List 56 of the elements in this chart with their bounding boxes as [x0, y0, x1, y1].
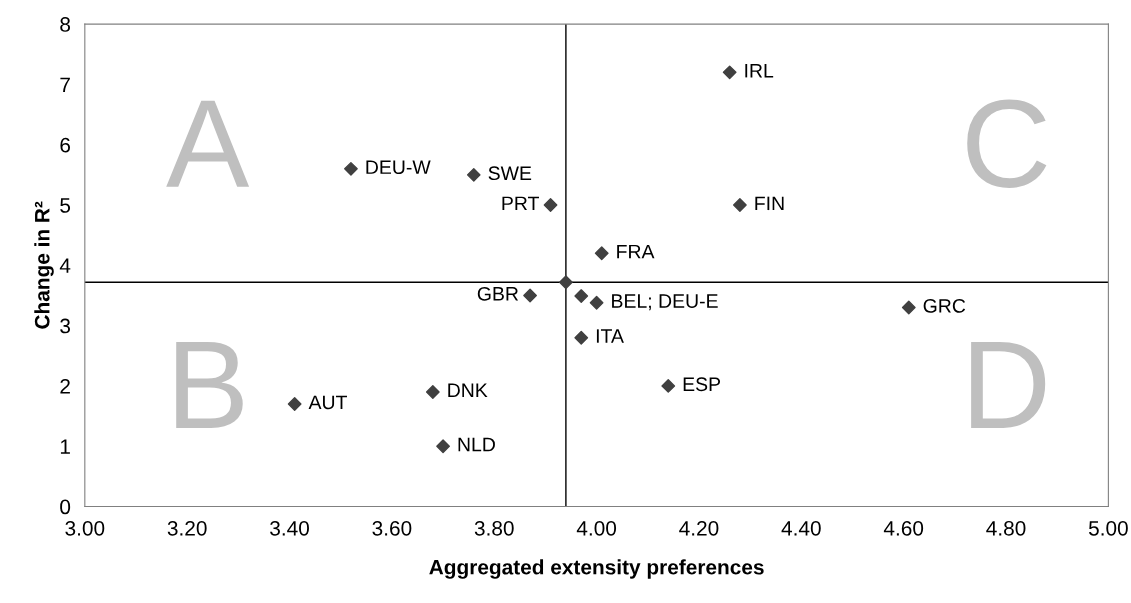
x-axis-title: Aggregated extensity preferences [429, 559, 764, 579]
annotation: AUT [308, 395, 347, 410]
y-tick-label: 0 [60, 499, 71, 515]
point [466, 167, 481, 182]
point [558, 275, 573, 290]
x-tick-label: 5.00 [1088, 520, 1128, 536]
annotation: GRC [923, 298, 966, 313]
x-tick-label: 3.00 [65, 520, 105, 536]
point [722, 65, 737, 80]
point [901, 300, 916, 315]
annotation: D [971, 341, 1046, 428]
annotation: PRT [502, 196, 539, 211]
point [594, 246, 609, 261]
annotation: FRA [617, 244, 655, 259]
y-tick-label: 6 [60, 137, 71, 153]
point [661, 379, 676, 393]
annotation: SWE [488, 166, 532, 181]
point [574, 289, 589, 303]
point [574, 330, 589, 345]
annotation: C [967, 99, 1047, 188]
point [523, 288, 537, 303]
y-axis-title: Change in R² [34, 201, 54, 329]
x-tick-label: 4.60 [883, 520, 924, 536]
x-tick-label: 4.00 [576, 520, 617, 536]
annotation: ESP [683, 377, 721, 392]
x-tick-label: 4.40 [781, 520, 821, 536]
x-tick-label: 3.80 [474, 520, 514, 536]
annotation: B [176, 341, 243, 428]
annotation: DEU-W [366, 160, 431, 175]
x-tick-label: 4.20 [679, 520, 719, 536]
y-tick-label: 2 [60, 378, 70, 394]
point [344, 161, 358, 176]
x-tick-label: 3.20 [167, 520, 207, 536]
annotation: NLD [458, 437, 495, 452]
y-tick-label: 8 [60, 17, 71, 32]
y-tick-label: 3 [60, 318, 71, 334]
point [287, 397, 302, 411]
annotation: GBR [477, 286, 519, 301]
annotation: A [166, 100, 250, 187]
point [543, 198, 558, 212]
point [732, 198, 747, 212]
point [589, 295, 604, 310]
annotation: DNK [448, 383, 488, 397]
y-tick-label: 5 [60, 198, 71, 213]
annotation: IRL [745, 64, 774, 78]
y-tick-label: 1 [60, 439, 70, 454]
y-tick-label: 7 [60, 77, 70, 92]
annotation: ITA [596, 329, 624, 343]
x-tick-label: 3.40 [270, 520, 309, 536]
annotation: FIN [755, 196, 784, 211]
point [425, 385, 440, 399]
y-tick-label: 4 [59, 258, 71, 273]
x-tick-label: 3.60 [372, 520, 412, 536]
annotation: BEL; DEU-E [612, 294, 718, 311]
point [436, 439, 450, 454]
x-tick-label: 4.80 [986, 520, 1026, 536]
